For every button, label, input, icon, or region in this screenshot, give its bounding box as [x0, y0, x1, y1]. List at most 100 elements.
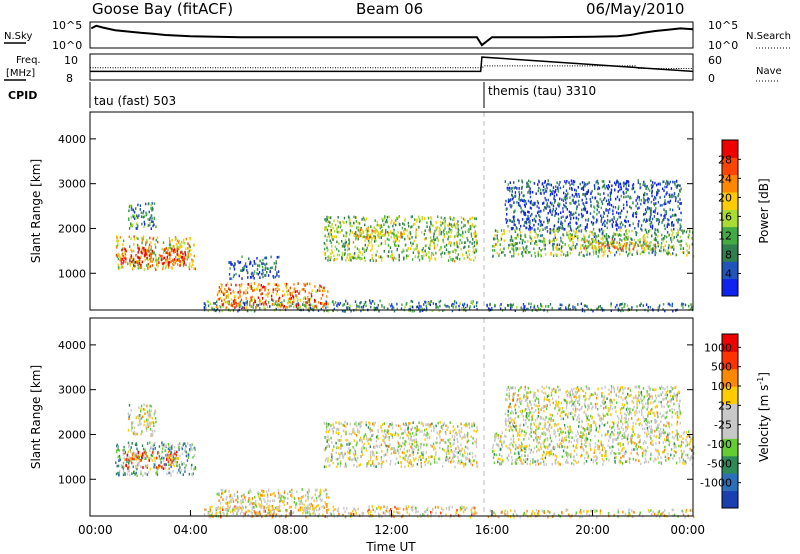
heatmap-cell [585, 246, 587, 250]
heatmap-cell [627, 220, 629, 223]
heatmap-cell [133, 258, 135, 261]
heatmap-cell [626, 188, 629, 191]
heatmap-cell [149, 424, 151, 428]
heatmap-cell [273, 303, 275, 306]
heatmap-cell [635, 241, 637, 244]
heatmap-cell [297, 282, 299, 285]
heatmap-cell [167, 456, 169, 459]
heatmap-cell [654, 236, 657, 240]
heatmap-cell [147, 218, 149, 221]
heatmap-cell [518, 193, 521, 196]
heatmap-cell [593, 216, 595, 220]
heatmap-cell [602, 250, 605, 254]
heatmap-cell [631, 306, 633, 309]
heatmap-cell [522, 239, 524, 242]
heatmap-cell [218, 493, 220, 497]
heatmap-cell [503, 239, 506, 242]
heatmap-cell [163, 248, 166, 251]
heatmap-cell [569, 196, 571, 199]
heatmap-cell [142, 407, 145, 411]
heatmap-cell [603, 211, 605, 214]
heatmap-cell [182, 264, 185, 268]
heatmap-cell [570, 234, 572, 237]
heatmap-cell [565, 306, 567, 309]
heatmap-cell [374, 510, 376, 513]
heatmap-cell [509, 189, 511, 193]
heatmap-cell [626, 210, 628, 214]
heatmap-cell [455, 513, 457, 517]
heatmap-cell [144, 258, 146, 262]
heatmap-cell [286, 290, 288, 293]
heatmap-cell [224, 300, 226, 304]
heatmap-cell [391, 232, 393, 235]
colorbar-tick-label: 4 [725, 267, 732, 280]
heatmap-cell [142, 211, 144, 215]
heatmap-cell [569, 233, 571, 236]
nave-tick-top: 60 [708, 54, 722, 67]
heatmap-cell [396, 302, 398, 306]
heatmap-cell [321, 498, 323, 502]
heatmap-cell [674, 199, 677, 203]
heatmap-cell [570, 187, 573, 190]
heatmap-cell [119, 458, 122, 462]
heatmap-cell [474, 235, 476, 239]
heatmap-cell [540, 209, 542, 213]
heatmap-cell [559, 186, 562, 190]
heatmap-cell [425, 510, 427, 513]
heatmap-cell [116, 246, 118, 249]
heatmap-cell [270, 294, 273, 298]
heatmap-cell [665, 182, 667, 185]
heatmap-cell [617, 234, 620, 237]
heatmap-cell [289, 286, 292, 290]
heatmap-cell [362, 305, 365, 308]
heatmap-cell [142, 209, 145, 213]
heatmap-cell [227, 295, 229, 299]
heatmap-cell [366, 235, 368, 238]
heatmap-cell [117, 448, 119, 451]
heatmap-cell [179, 466, 181, 469]
heatmap-cell [670, 240, 673, 244]
heatmap-cell [169, 239, 171, 243]
heatmap-cell [426, 225, 428, 228]
heatmap-cell [355, 509, 357, 512]
heatmap-cell [455, 249, 457, 252]
heatmap-cell [177, 457, 179, 460]
heatmap-cell [167, 260, 169, 264]
heatmap-cell [269, 504, 271, 508]
heatmap-cell [176, 247, 178, 251]
heatmap-cell [498, 252, 500, 256]
heatmap-cell [686, 254, 688, 257]
heatmap-cell [220, 506, 222, 509]
heatmap-cell [627, 195, 629, 198]
heatmap-cell [265, 293, 267, 297]
heatmap-cell [309, 505, 312, 509]
heatmap-cell [331, 223, 333, 226]
heatmap-cell [161, 254, 163, 258]
heatmap-cell [615, 220, 617, 223]
heatmap-cell [599, 248, 601, 251]
heatmap-cell [214, 309, 217, 313]
heatmap-cell [175, 242, 178, 246]
heatmap-cell [130, 456, 132, 460]
heatmap-cell [220, 282, 222, 286]
heatmap-cell [582, 188, 585, 192]
heatmap-cell [666, 183, 669, 186]
heatmap-cell [168, 261, 171, 264]
heatmap-cell [308, 309, 310, 313]
heatmap-cell [355, 220, 358, 223]
heatmap-cell [519, 231, 522, 234]
heatmap-cell [602, 242, 605, 246]
heatmap-cell [326, 239, 328, 242]
heatmap-cell [127, 467, 129, 470]
heatmap-cell [315, 489, 317, 492]
heatmap-cell [145, 252, 148, 256]
heatmap-cell [296, 290, 298, 293]
heatmap-cell [522, 254, 524, 258]
heatmap-cell [290, 296, 293, 300]
heatmap-cell [664, 227, 666, 231]
nave-tick-bottom: 0 [708, 72, 715, 85]
heatmap-cell [272, 492, 274, 496]
heatmap-cell [253, 277, 255, 280]
heatmap-cell [390, 513, 392, 517]
heatmap-cell [653, 215, 656, 218]
